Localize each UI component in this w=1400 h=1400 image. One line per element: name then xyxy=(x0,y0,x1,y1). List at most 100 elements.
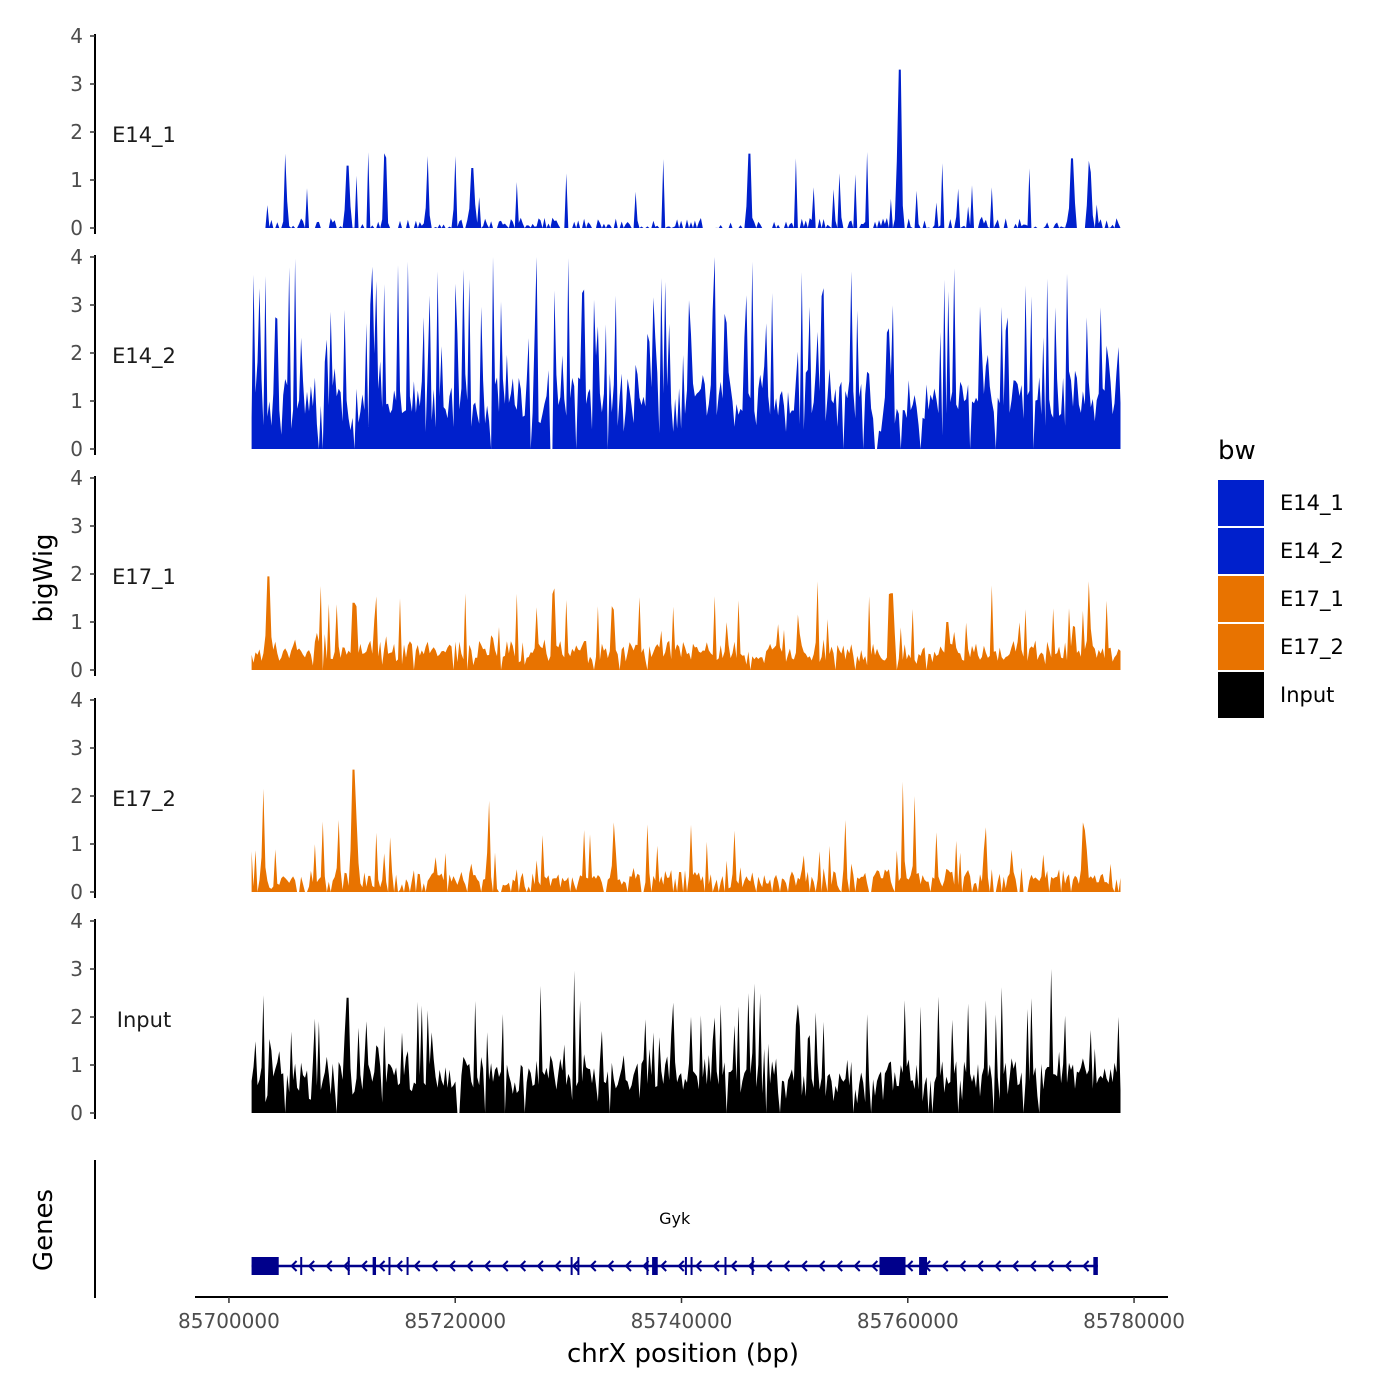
legend-label: E14_2 xyxy=(1280,539,1344,564)
x-tick-label: 85700000 xyxy=(178,1309,280,1333)
y-tick-label: 3 xyxy=(70,72,83,96)
y-tick-label: 1 xyxy=(70,610,83,634)
coverage-area-E14_2 xyxy=(251,257,1121,449)
y-tick-label: 3 xyxy=(70,736,83,760)
y-tick-label: 1 xyxy=(70,389,83,413)
y-tick-label: 4 xyxy=(70,466,83,490)
coverage-area-Input xyxy=(251,969,1121,1113)
y-tick-label: 4 xyxy=(70,688,83,712)
track-label: E14_1 xyxy=(112,123,176,148)
strand-arrow xyxy=(976,1260,984,1272)
strand-arrow xyxy=(290,1260,298,1272)
x-tick-label: 85760000 xyxy=(857,1309,959,1333)
strand-arrow xyxy=(994,1260,1002,1272)
strand-arrow xyxy=(730,1260,738,1272)
strand-arrow xyxy=(800,1260,808,1272)
strand-arrow xyxy=(1046,1260,1055,1272)
track-label: E17_1 xyxy=(112,565,176,590)
track-Input: 0 1 2 3 4 Input xyxy=(70,909,1121,1125)
strand-arrow xyxy=(659,1260,667,1272)
y-tick-label: 4 xyxy=(70,24,83,48)
strand-arrow xyxy=(870,1260,879,1272)
track-E17_2: 0 1 2 3 4 E17_2 xyxy=(70,688,1121,904)
legend-swatch-E17_2 xyxy=(1218,624,1264,670)
strand-arrow xyxy=(1029,1260,1037,1272)
gene-exon xyxy=(751,1257,754,1275)
x-tick-label: 85740000 xyxy=(631,1309,733,1333)
y-tick-label: 0 xyxy=(70,880,83,904)
genes-axis-title: Genes xyxy=(29,1189,59,1271)
y-tick-label: 3 xyxy=(70,957,83,981)
gene-exon xyxy=(406,1257,409,1275)
gene-exon xyxy=(1093,1257,1098,1275)
strand-arrow xyxy=(466,1260,474,1272)
y-tick-label: 0 xyxy=(70,437,83,461)
strand-arrow xyxy=(694,1260,703,1272)
legend-label: E14_1 xyxy=(1280,491,1344,516)
y-tick-label: 2 xyxy=(70,120,83,144)
strand-arrow xyxy=(430,1260,439,1272)
gene-name-label: Gyk xyxy=(659,1209,691,1228)
gene-exon xyxy=(646,1257,649,1275)
coverage-area-E17_1 xyxy=(251,576,1121,670)
y-tick-label: 0 xyxy=(70,1101,83,1125)
y-tick-label: 0 xyxy=(70,658,83,682)
gene-exon xyxy=(570,1257,573,1275)
track-label: Input xyxy=(117,1008,171,1032)
x-axis: 85700000 85720000 85740000 85760000 85780000 xyxy=(178,1296,1185,1333)
legend-swatch-E14_1 xyxy=(1218,480,1264,526)
strand-arrow xyxy=(941,1260,949,1272)
strand-arrow xyxy=(448,1260,456,1272)
gene-exon xyxy=(652,1257,658,1275)
legend-label: E17_2 xyxy=(1280,635,1344,660)
y-tick-label: 2 xyxy=(70,1005,83,1029)
y-tick-label: 4 xyxy=(70,909,83,933)
legend-label: Input xyxy=(1280,683,1334,707)
strand-arrow xyxy=(906,1260,914,1272)
strand-arrow xyxy=(325,1260,333,1272)
y-tick-label: 1 xyxy=(70,832,83,856)
coverage-tracks: 0 1 2 3 4 E14_1 0 1 2 3 4 E14_2 0 1 2 3 4 E17_1 0 1 2 3 4 E17_2… xyxy=(70,24,1121,1125)
gene-exon xyxy=(684,1257,687,1275)
legend-swatch-Input xyxy=(1218,672,1264,718)
strand-arrow xyxy=(606,1260,615,1272)
x-tick-label: 85720000 xyxy=(404,1309,506,1333)
gene-exon xyxy=(577,1257,580,1275)
y-tick-label: 2 xyxy=(70,562,83,586)
legend: bw E14_1 E14_2 E17_1 E17_2 Input xyxy=(1218,436,1344,718)
legend-swatch-E14_2 xyxy=(1218,528,1264,574)
strand-arrow xyxy=(765,1260,773,1272)
track-label: E14_2 xyxy=(112,344,176,369)
coverage-area-E14_1 xyxy=(251,69,1121,228)
strand-arrow xyxy=(378,1260,386,1272)
gene-exon xyxy=(724,1257,727,1275)
strand-arrow xyxy=(589,1260,597,1272)
strand-arrow xyxy=(818,1260,826,1272)
strand-arrow xyxy=(307,1260,315,1272)
strand-arrow xyxy=(1064,1260,1072,1272)
gene-exon xyxy=(251,1257,279,1275)
track-E14_2: 0 1 2 3 4 E14_2 xyxy=(70,245,1121,461)
strand-arrow xyxy=(958,1260,967,1272)
strand-arrow xyxy=(624,1260,632,1272)
gene-exon xyxy=(300,1257,303,1275)
y-tick-label: 0 xyxy=(70,216,83,240)
strand-arrow xyxy=(835,1260,843,1272)
legend-swatch-E17_1 xyxy=(1218,576,1264,622)
y-tick-label: 2 xyxy=(70,784,83,808)
strand-arrow xyxy=(782,1260,791,1272)
strand-arrow xyxy=(518,1260,527,1272)
gene-exon xyxy=(347,1257,350,1275)
legend-label: E17_1 xyxy=(1280,587,1344,612)
strand-arrow xyxy=(1082,1260,1090,1272)
y-tick-label: 1 xyxy=(70,1053,83,1077)
legend-title: bw xyxy=(1218,436,1256,466)
gene-exon xyxy=(388,1257,391,1275)
strand-arrow xyxy=(536,1260,544,1272)
gene-exon xyxy=(690,1257,693,1275)
strand-arrow xyxy=(342,1260,351,1272)
strand-arrow xyxy=(360,1260,368,1272)
y-tick-label: 3 xyxy=(70,293,83,317)
y-tick-label: 3 xyxy=(70,514,83,538)
